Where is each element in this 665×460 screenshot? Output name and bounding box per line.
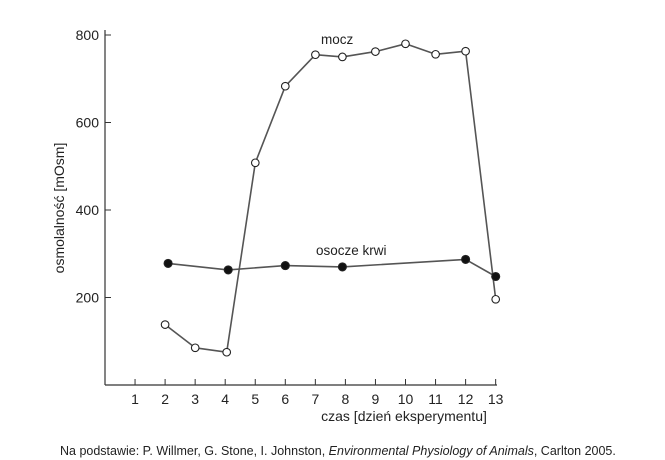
x-tick-label: 10 bbox=[398, 391, 414, 407]
source-note-title: Environmental Physiology of Animals bbox=[328, 444, 534, 458]
y-tick-label: 600 bbox=[76, 115, 100, 131]
x-tick-label: 11 bbox=[428, 391, 443, 407]
x-tick-label: 12 bbox=[458, 391, 474, 407]
data-point-mocz bbox=[250, 158, 260, 168]
source-note-suffix: , Carlton 2005. bbox=[533, 444, 616, 458]
x-tick-label: 5 bbox=[251, 391, 259, 407]
data-point-mocz bbox=[461, 46, 470, 56]
x-tick-label: 1 bbox=[131, 391, 139, 407]
data-point-mocz bbox=[401, 39, 410, 49]
source-note-prefix: Na podstawie: P. Willmer, G. Stone, I. J… bbox=[60, 444, 329, 458]
series-line-osocze-krwi bbox=[168, 258, 497, 278]
y-tick-label: 400 bbox=[76, 202, 100, 218]
x-tick-label: 9 bbox=[372, 391, 380, 407]
series-line-mocz bbox=[164, 42, 497, 354]
x-axis-ticks: 1 2 3 4 5 6 7 8 9 10 11 12 13 bbox=[131, 379, 504, 407]
data-point-mocz bbox=[371, 47, 380, 56]
x-tick-label: 6 bbox=[281, 391, 289, 407]
y-tick-label: 800 bbox=[76, 27, 100, 43]
data-point-mocz bbox=[338, 52, 347, 62]
data-point-mocz bbox=[160, 320, 170, 329]
axes bbox=[104, 30, 497, 386]
data-point-osocze-krwi bbox=[223, 265, 233, 275]
data-point-mocz bbox=[491, 294, 501, 304]
x-tick-label: 2 bbox=[161, 391, 169, 407]
y-axis-ticks: 200 400 600 800 bbox=[76, 27, 111, 306]
x-tick-label: 13 bbox=[488, 391, 504, 407]
series-label-mocz: mocz bbox=[321, 32, 354, 47]
data-point-osocze-krwi bbox=[280, 261, 290, 271]
series-osocze-krwi bbox=[163, 254, 501, 282]
data-point-mocz bbox=[280, 81, 290, 91]
data-point-osocze-krwi bbox=[491, 271, 501, 282]
data-point-osocze-krwi bbox=[461, 254, 471, 264]
x-tick-label: 8 bbox=[342, 391, 350, 407]
series-layer bbox=[160, 39, 501, 357]
data-point-mocz bbox=[311, 50, 320, 60]
x-tick-label: 4 bbox=[221, 391, 229, 407]
data-point-mocz bbox=[431, 49, 440, 59]
series-label-osocze-krwi: osocze krwi bbox=[316, 243, 387, 258]
source-note: Na podstawie: P. Willmer, G. Stone, I. J… bbox=[60, 444, 616, 458]
x-tick-label: 7 bbox=[311, 391, 319, 407]
data-point-osocze-krwi bbox=[337, 262, 347, 272]
data-point-mocz bbox=[190, 343, 200, 353]
series-mocz bbox=[160, 39, 501, 357]
x-tick-label: 3 bbox=[191, 391, 199, 407]
y-tick-label: 200 bbox=[76, 290, 100, 306]
data-point-mocz bbox=[222, 347, 232, 357]
x-axis-title: czas [dzień eksperymentu] bbox=[321, 408, 487, 424]
y-axis-title: osmolalność [mOsm] bbox=[51, 143, 67, 274]
data-point-osocze-krwi bbox=[163, 258, 173, 268]
